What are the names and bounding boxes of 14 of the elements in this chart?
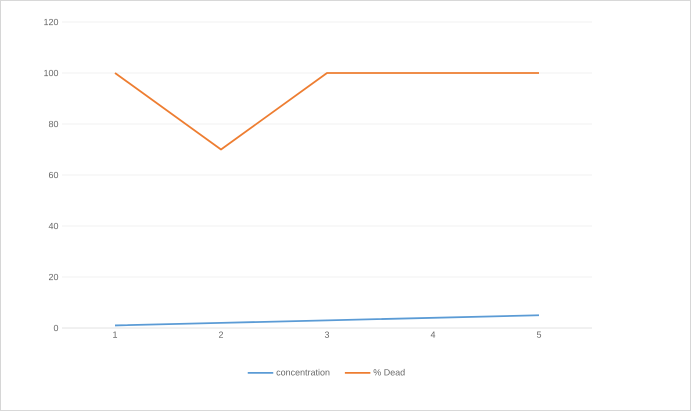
x-tick-label: 3 xyxy=(324,332,330,338)
y-tick-label: 120 xyxy=(44,18,58,26)
y-tick-label: 100 xyxy=(44,70,58,76)
y-tick-label: 0 xyxy=(54,324,58,332)
x-tick-label: 4 xyxy=(430,332,436,338)
y-tick-label: 60 xyxy=(48,172,58,178)
x-tick-label: 2 xyxy=(218,332,224,338)
x-tick-label: 5 xyxy=(536,332,542,338)
legend-label: concentration xyxy=(276,368,330,376)
legend-label: % Dead xyxy=(374,368,405,376)
x-tick-label: 1 xyxy=(113,332,118,338)
y-tick-label: 20 xyxy=(48,274,58,280)
y-tick-label: 40 xyxy=(48,222,58,230)
y-tick-label: 80 xyxy=(48,120,58,128)
